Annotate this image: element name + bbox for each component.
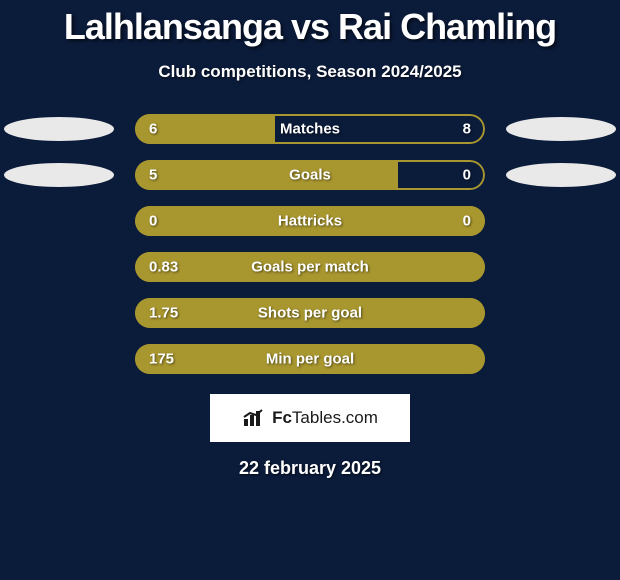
player2-name: Rai Chamling xyxy=(338,6,556,47)
player1-oval xyxy=(4,163,114,187)
stat-label: Goals xyxy=(135,167,485,184)
stat-bar: 0.83Goals per match xyxy=(135,252,485,282)
stat-bar: 00Hattricks xyxy=(135,206,485,236)
stat-row: 50Goals xyxy=(0,152,620,198)
stats-rows: 68Matches 50Goals 00Hattricks 0.83Goals per… xyxy=(0,106,620,382)
stat-row: 175Min per goal xyxy=(0,336,620,382)
vs-label: vs xyxy=(291,6,329,47)
stat-bar: 175Min per goal xyxy=(135,344,485,374)
logo-main: Tables xyxy=(292,408,341,427)
logo-prefix: Fc xyxy=(272,408,292,427)
stat-label: Matches xyxy=(135,121,485,138)
content-root: Lalhlansanga vs Rai Chamling Club compet… xyxy=(0,0,620,479)
stat-row: 1.75Shots per goal xyxy=(0,290,620,336)
logo-suffix: .com xyxy=(341,408,378,427)
stat-label: Min per goal xyxy=(135,351,485,368)
player1-oval xyxy=(4,117,114,141)
stat-label: Shots per goal xyxy=(135,305,485,322)
stat-label: Hattricks xyxy=(135,213,485,230)
stat-row: 00Hattricks xyxy=(0,198,620,244)
stat-row: 68Matches xyxy=(0,106,620,152)
logo-box: FcTables.com xyxy=(210,394,410,442)
logo: FcTables.com xyxy=(242,408,378,428)
stat-bar: 50Goals xyxy=(135,160,485,190)
logo-text: FcTables.com xyxy=(272,408,378,428)
player1-name: Lalhlansanga xyxy=(64,6,282,47)
page-title: Lalhlansanga vs Rai Chamling xyxy=(0,0,620,48)
stat-label: Goals per match xyxy=(135,259,485,276)
subtitle: Club competitions, Season 2024/2025 xyxy=(0,62,620,82)
stat-row: 0.83Goals per match xyxy=(0,244,620,290)
logo-chart-icon xyxy=(242,408,268,428)
player2-oval xyxy=(506,163,616,187)
stat-bar: 1.75Shots per goal xyxy=(135,298,485,328)
stat-bar: 68Matches xyxy=(135,114,485,144)
date-label: 22 february 2025 xyxy=(0,458,620,479)
player2-oval xyxy=(506,117,616,141)
